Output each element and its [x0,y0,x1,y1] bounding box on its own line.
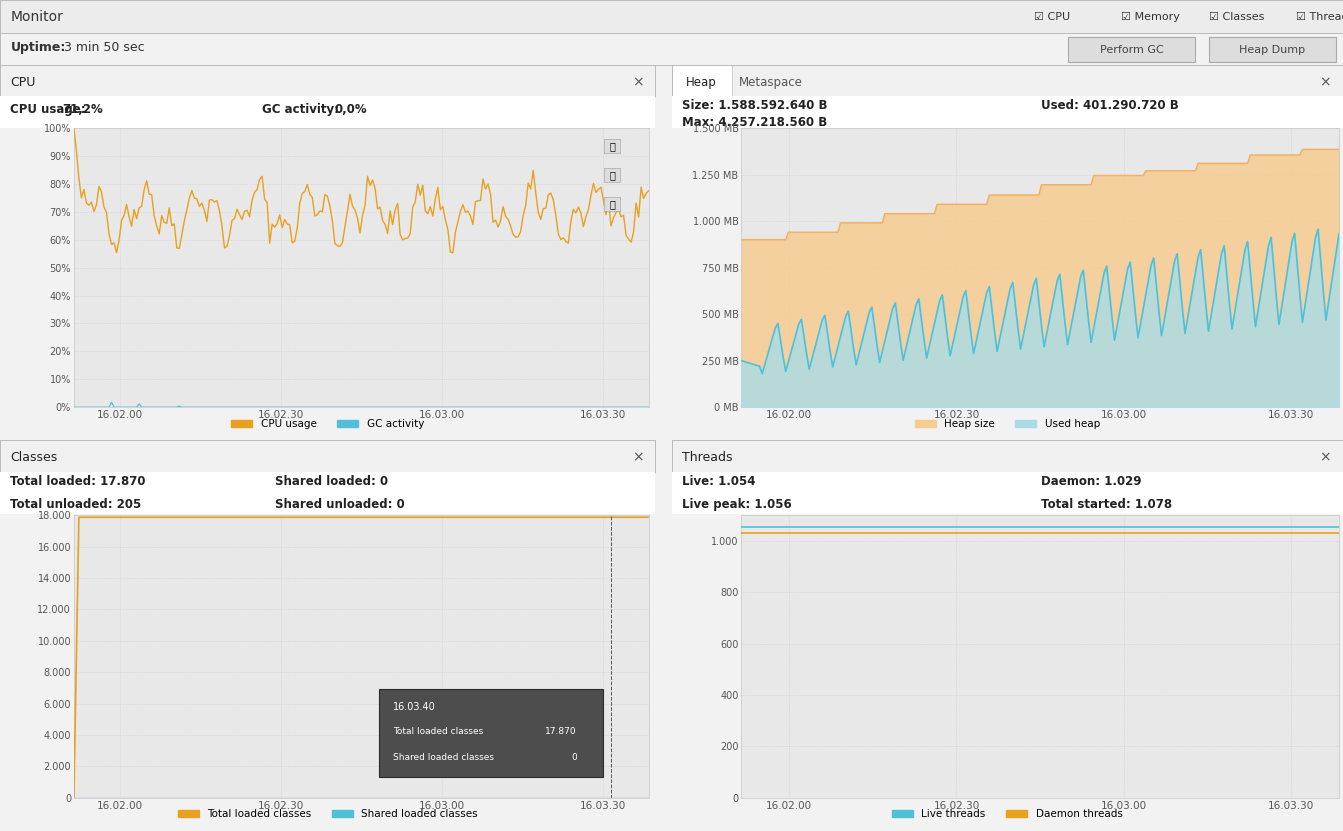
Text: ×: × [1319,450,1331,465]
Text: Daemon: 1.029: Daemon: 1.029 [1041,475,1142,488]
Text: 3 min 50 sec: 3 min 50 sec [64,41,145,54]
Text: 16.03.40: 16.03.40 [393,701,435,711]
Text: ×: × [1319,75,1331,89]
Text: Classes: Classes [9,451,58,465]
Text: Total unloaded: 205: Total unloaded: 205 [9,498,141,511]
Text: Perform GC: Perform GC [1100,45,1163,55]
Text: 🔍: 🔍 [610,170,615,180]
Text: Used: 401.290.720 B: Used: 401.290.720 B [1041,99,1179,111]
Legend: Live threads, Daemon threads: Live threads, Daemon threads [888,805,1127,824]
Legend: Heap size, Used heap: Heap size, Used heap [911,415,1104,433]
Text: Total started: 1.078: Total started: 1.078 [1041,498,1172,511]
Text: Total loaded classes: Total loaded classes [393,727,483,736]
Text: Heap: Heap [686,76,717,89]
Legend: CPU usage, GC activity: CPU usage, GC activity [227,415,428,433]
Text: ☑ Classes: ☑ Classes [1209,12,1264,22]
Text: ☑ CPU: ☑ CPU [1034,12,1070,22]
Text: Live peak: 1.056: Live peak: 1.056 [681,498,791,511]
Text: Max: 4.257.218.560 B: Max: 4.257.218.560 B [681,116,827,129]
Text: Monitor: Monitor [11,10,63,23]
Text: CPU: CPU [9,76,35,89]
Text: Size: 1.588.592.640 B: Size: 1.588.592.640 B [681,99,827,111]
Text: ☑ Memory: ☑ Memory [1121,12,1180,22]
Text: 🔍: 🔍 [610,141,615,151]
Text: Uptime:: Uptime: [11,41,66,54]
Text: 71,2%: 71,2% [62,102,103,116]
Text: Heap Dump: Heap Dump [1240,45,1305,55]
Text: Metaspace: Metaspace [739,76,803,89]
Text: Shared unloaded: 0: Shared unloaded: 0 [275,498,406,511]
Text: Total loaded: 17.870: Total loaded: 17.870 [9,475,145,488]
Text: 17.870: 17.870 [545,727,577,736]
Text: CPU usage:: CPU usage: [9,102,90,116]
Text: Shared loaded: 0: Shared loaded: 0 [275,475,388,488]
Text: 0,0%: 0,0% [334,102,367,116]
Text: ×: × [631,450,643,465]
Legend: Total loaded classes, Shared loaded classes: Total loaded classes, Shared loaded clas… [173,805,482,824]
Text: 🔍: 🔍 [610,199,615,209]
Text: ☑ Threads: ☑ Threads [1296,12,1343,22]
FancyBboxPatch shape [379,689,603,776]
Text: 0: 0 [571,753,577,761]
Text: ×: × [631,75,643,89]
Text: Threads: Threads [681,451,732,465]
Text: GC activity:: GC activity: [262,102,344,116]
Text: Live: 1.054: Live: 1.054 [681,475,755,488]
Bar [672,65,732,96]
Text: Shared loaded classes: Shared loaded classes [393,753,494,761]
